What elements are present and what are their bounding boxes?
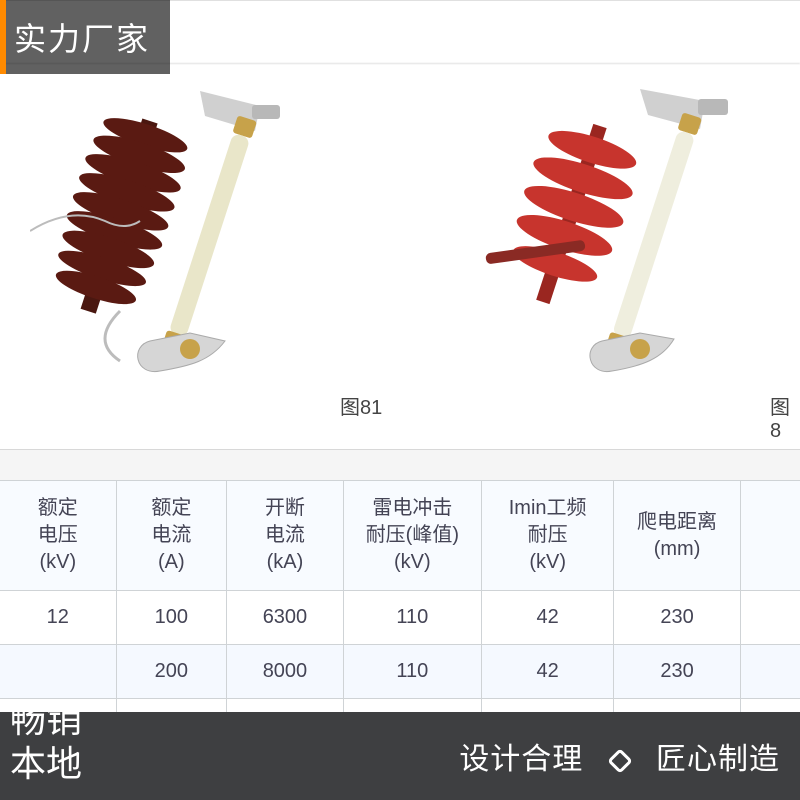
table-row: 12 100 6300 110 42 230: [0, 591, 800, 645]
product-image-right: [480, 71, 800, 401]
td: 200: [117, 645, 228, 698]
caption-left: 图81: [340, 391, 382, 420]
td: 110: [344, 645, 482, 698]
caption-right: 图8: [770, 391, 800, 443]
td: 100: [117, 591, 228, 644]
td: [0, 645, 117, 698]
product-image-left: [30, 71, 360, 401]
td: 230: [614, 591, 740, 644]
th-rated-current: 额定 电流 (A): [117, 481, 228, 590]
th-creepage: 爬电距离 (mm): [614, 481, 740, 590]
th-breaking-current: 开断 电流 (kA): [227, 481, 344, 590]
td: 42: [482, 645, 614, 698]
td: 8000: [227, 645, 344, 698]
diamond-icon: [607, 748, 632, 773]
th-lightning-impulse: 雷电冲击 耐压(峰值) (kV): [344, 481, 482, 590]
badge-text: 实力厂家: [14, 14, 150, 60]
bottom-bar: 设计合理 匠心制造: [0, 712, 800, 800]
th-rated-voltage: 额定 电压 (kV): [0, 481, 117, 590]
td: 42: [482, 591, 614, 644]
td: 6300: [227, 591, 344, 644]
badge-accent: [0, 0, 6, 74]
manufacturer-badge: 实力厂家: [0, 0, 170, 74]
td: 12: [0, 591, 117, 644]
td: [741, 591, 800, 644]
table-header-row: 额定 电压 (kV) 额定 电流 (A) 开断 电流 (kA) 雷电冲击 耐压(…: [0, 481, 800, 591]
td: [741, 645, 800, 698]
th-spare: [741, 481, 800, 590]
td: 110: [344, 591, 482, 644]
slogan-right: 设计合理 匠心制造: [459, 734, 780, 778]
td: 230: [614, 645, 740, 698]
table-row: 200 8000 110 42 230: [0, 645, 800, 699]
th-power-freq: Imin工频 耐压 (kV): [482, 481, 614, 590]
slogan-left: 畅销 本地: [10, 698, 82, 786]
